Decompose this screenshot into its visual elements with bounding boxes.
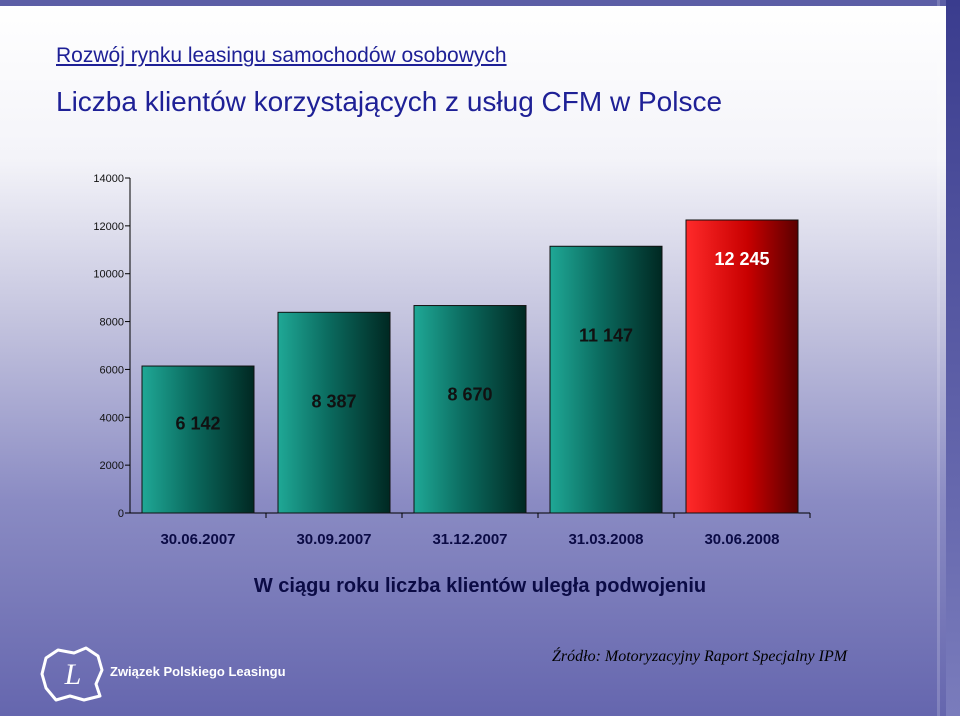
x-category-label: 31.03.2008: [568, 531, 643, 548]
y-tick-label: 4000: [100, 412, 124, 424]
y-tick-label: 6000: [100, 364, 124, 376]
zpl-logo-icon: L: [40, 646, 104, 702]
data-label: 8 387: [311, 391, 356, 411]
logo-text: Związek Polskiego Leasingu: [110, 664, 286, 679]
x-category-label: 30.09.2007: [296, 531, 371, 548]
y-tick-label: 8000: [100, 317, 124, 329]
bar-highlight: [685, 219, 799, 514]
source-note: Źródło: Motoryzacyjny Raport Specjalny I…: [552, 648, 848, 665]
bar: [277, 311, 391, 514]
bar: [413, 305, 527, 514]
data-label: 8 670: [447, 385, 492, 405]
bar: [549, 245, 663, 514]
right-decorative-stripe: [937, 0, 940, 716]
x-category-label: 30.06.2008: [704, 531, 779, 548]
data-label: 6 142: [175, 413, 220, 433]
y-tick-label: 2000: [100, 460, 124, 472]
y-tick-label: 10000: [93, 269, 124, 281]
slide-subtitle: Liczba klientów korzystających z usług C…: [56, 86, 723, 117]
headline: W ciągu roku liczba klientów uległa podw…: [253, 575, 707, 597]
top-band: [0, 0, 960, 6]
bar: [141, 365, 255, 514]
right-decorative-band: [946, 0, 960, 716]
data-label: 11 147: [579, 325, 633, 345]
x-category-label: 30.06.2007: [160, 531, 235, 548]
y-tick-label: 0: [118, 508, 124, 520]
data-label: 12 245: [714, 249, 769, 269]
slide-title: Rozwój rynku leasingu samochodów osobowy…: [56, 44, 507, 67]
y-tick-label: 12000: [93, 221, 124, 233]
logo-letter: L: [64, 658, 82, 691]
x-category-label: 31.12.2007: [432, 531, 507, 548]
y-tick-label: 14000: [93, 173, 124, 185]
